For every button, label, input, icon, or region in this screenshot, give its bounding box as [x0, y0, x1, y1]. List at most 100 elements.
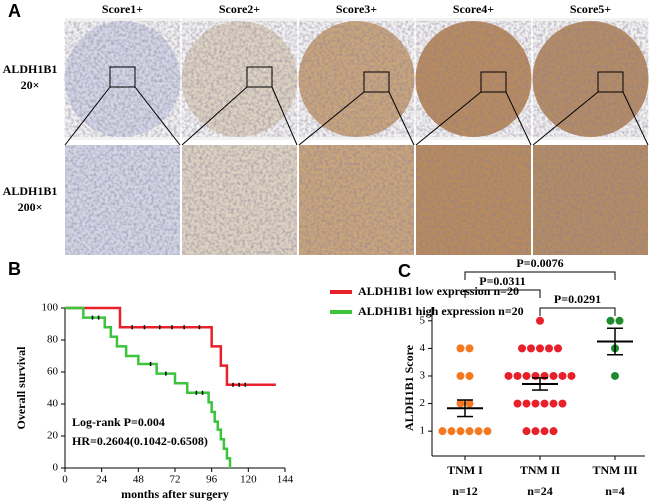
- point: [456, 344, 465, 353]
- point: [456, 371, 465, 380]
- y-tick-label: 20: [47, 430, 59, 442]
- detail-texture: [533, 145, 648, 255]
- zoom-line: [532, 91, 599, 146]
- y-tick-label: 0: [53, 462, 59, 474]
- point: [531, 371, 540, 380]
- column-label: Score5+: [570, 2, 611, 16]
- y-axis-label: ALDH1B1 Score: [402, 344, 416, 431]
- point: [518, 344, 526, 353]
- column-label: Score2+: [219, 2, 260, 16]
- annotation: Log-rank P=0.004: [72, 415, 165, 429]
- point: [438, 427, 447, 436]
- x-tick-label: 144: [277, 474, 294, 486]
- y-tick-label: 5: [420, 314, 426, 326]
- point: [549, 399, 558, 408]
- point: [615, 316, 624, 325]
- zoom-line: [64, 86, 111, 146]
- y-tick-label: 40: [47, 398, 59, 410]
- point: [465, 371, 474, 380]
- point: [540, 371, 549, 380]
- point: [567, 371, 576, 380]
- y-tick-label: 1: [420, 425, 426, 437]
- significance-bracket: [464, 271, 616, 280]
- x-tick-label: 96: [206, 474, 218, 486]
- zoom-line: [271, 86, 298, 146]
- p-value: P=0.0076: [516, 256, 563, 270]
- x-axis-label: months after surgery: [121, 487, 229, 501]
- row-marker: ALDH1B1: [3, 62, 58, 76]
- survival-curve: [65, 306, 232, 468]
- y-tick-label: 100: [42, 302, 59, 314]
- n-label: n=24: [527, 484, 553, 498]
- x-tick-label: 120: [240, 474, 257, 486]
- row-magnification: 20×: [21, 78, 40, 92]
- x-tick-label: 72: [170, 474, 181, 486]
- row-marker: ALDH1B1: [3, 184, 58, 198]
- point: [465, 399, 474, 408]
- legend-label: ALDH1B1 high expression n=20: [358, 304, 524, 318]
- x-tick-label: TNM III: [592, 463, 637, 477]
- point: [606, 316, 615, 325]
- y-tick-label: 60: [47, 366, 59, 378]
- detail-texture: [65, 145, 180, 255]
- detail-texture: [416, 145, 531, 255]
- point: [558, 371, 567, 380]
- point: [554, 344, 562, 353]
- tissue-texture: [532, 21, 649, 137]
- x-tick-label: 0: [62, 474, 68, 486]
- point: [456, 399, 465, 408]
- point: [456, 427, 465, 436]
- point: [540, 427, 549, 436]
- p-value: P=0.0291: [554, 292, 601, 306]
- tissue-texture: [64, 21, 181, 137]
- panel-label: B: [8, 259, 21, 279]
- point: [522, 371, 531, 380]
- zoom-line: [505, 91, 532, 146]
- point: [522, 399, 531, 408]
- point: [483, 427, 492, 436]
- n-label: n=4: [605, 484, 625, 498]
- point: [549, 371, 558, 380]
- point: [513, 399, 522, 408]
- point: [536, 316, 544, 325]
- point: [504, 371, 513, 380]
- y-tick-label: 4: [420, 342, 426, 354]
- x-tick-label: 48: [133, 474, 145, 486]
- p-value: P=0.0311: [479, 274, 526, 288]
- zoom-line: [388, 91, 415, 146]
- tissue-texture: [298, 21, 415, 137]
- point: [545, 344, 553, 353]
- significance-bracket: [539, 307, 616, 316]
- column-label: Score4+: [453, 2, 494, 16]
- y-tick-label: 3: [420, 370, 426, 382]
- panel-label: A: [8, 1, 21, 21]
- point: [513, 371, 522, 380]
- y-tick-label: 80: [47, 334, 59, 346]
- n-label: n=12: [452, 484, 478, 498]
- x-tick-label: 24: [96, 474, 108, 486]
- panel-label: C: [398, 261, 411, 281]
- tissue-texture: [415, 21, 532, 137]
- point: [531, 427, 540, 436]
- point: [527, 344, 535, 353]
- annotation: HR=0.2604(0.1042-0.6508): [72, 434, 208, 448]
- zoom-box: [246, 66, 273, 88]
- point: [465, 344, 474, 353]
- detail-texture: [299, 145, 414, 255]
- zoom-box: [597, 71, 624, 93]
- y-tick-label: 2: [420, 397, 426, 409]
- zoom-line: [134, 86, 181, 146]
- point: [474, 427, 483, 436]
- zoom-line: [181, 86, 248, 146]
- zoom-box: [480, 71, 507, 93]
- point: [531, 399, 540, 408]
- point: [611, 371, 619, 380]
- significance-bracket: [464, 289, 541, 298]
- column-label: Score3+: [336, 2, 377, 16]
- survival-curve: [65, 306, 276, 387]
- point: [540, 399, 549, 408]
- column-label: Score1+: [102, 2, 143, 16]
- x-tick-label: TNM I: [447, 463, 483, 477]
- x-tick-label: TNM II: [520, 463, 561, 477]
